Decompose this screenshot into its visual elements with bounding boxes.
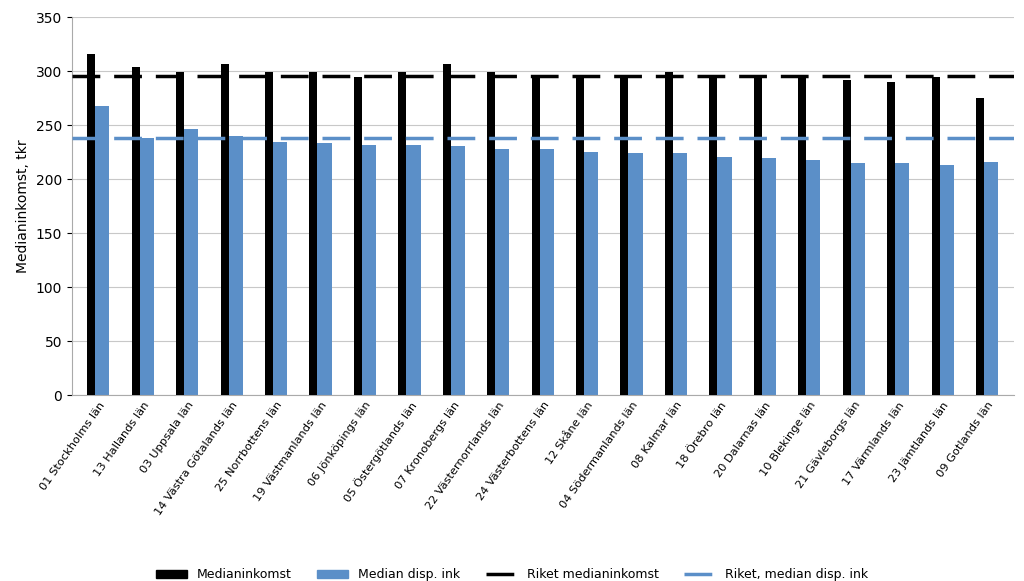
Bar — [487, 73, 496, 395]
Bar — [398, 73, 407, 395]
Bar — [976, 98, 984, 395]
Bar — [843, 80, 851, 395]
Bar — [87, 54, 95, 395]
Bar — [799, 77, 806, 395]
Bar — [621, 77, 629, 395]
Bar — [265, 142, 287, 395]
Legend: Medianinkomst, Median disp. ink, Riket medianinkomst, Riket, median disp. ink: Medianinkomst, Median disp. ink, Riket m… — [151, 564, 873, 581]
Bar — [665, 73, 673, 395]
Bar — [976, 162, 998, 395]
Bar — [887, 82, 895, 395]
Bar — [265, 73, 273, 395]
Bar — [309, 73, 317, 395]
Bar — [843, 163, 865, 395]
Bar — [577, 77, 584, 395]
Bar — [87, 106, 110, 395]
Bar — [799, 160, 820, 395]
Bar — [531, 149, 554, 395]
Bar — [932, 77, 940, 395]
Bar — [754, 77, 762, 395]
Bar — [132, 138, 154, 395]
Bar — [309, 142, 332, 395]
Bar — [710, 77, 718, 395]
Bar — [220, 64, 228, 395]
Bar — [442, 64, 451, 395]
Bar — [621, 153, 643, 395]
Bar — [487, 149, 509, 395]
Bar — [220, 136, 243, 395]
Bar — [442, 146, 465, 395]
Bar — [754, 157, 776, 395]
Bar — [531, 77, 540, 395]
Bar — [354, 145, 376, 395]
Bar — [932, 165, 953, 395]
Bar — [176, 128, 199, 395]
Bar — [577, 152, 598, 395]
Bar — [887, 163, 909, 395]
Bar — [710, 157, 731, 395]
Bar — [398, 145, 421, 395]
Bar — [176, 73, 184, 395]
Bar — [354, 77, 361, 395]
Y-axis label: Medianinkomst, tkr: Medianinkomst, tkr — [16, 139, 30, 273]
Bar — [132, 67, 139, 395]
Bar — [665, 153, 687, 395]
